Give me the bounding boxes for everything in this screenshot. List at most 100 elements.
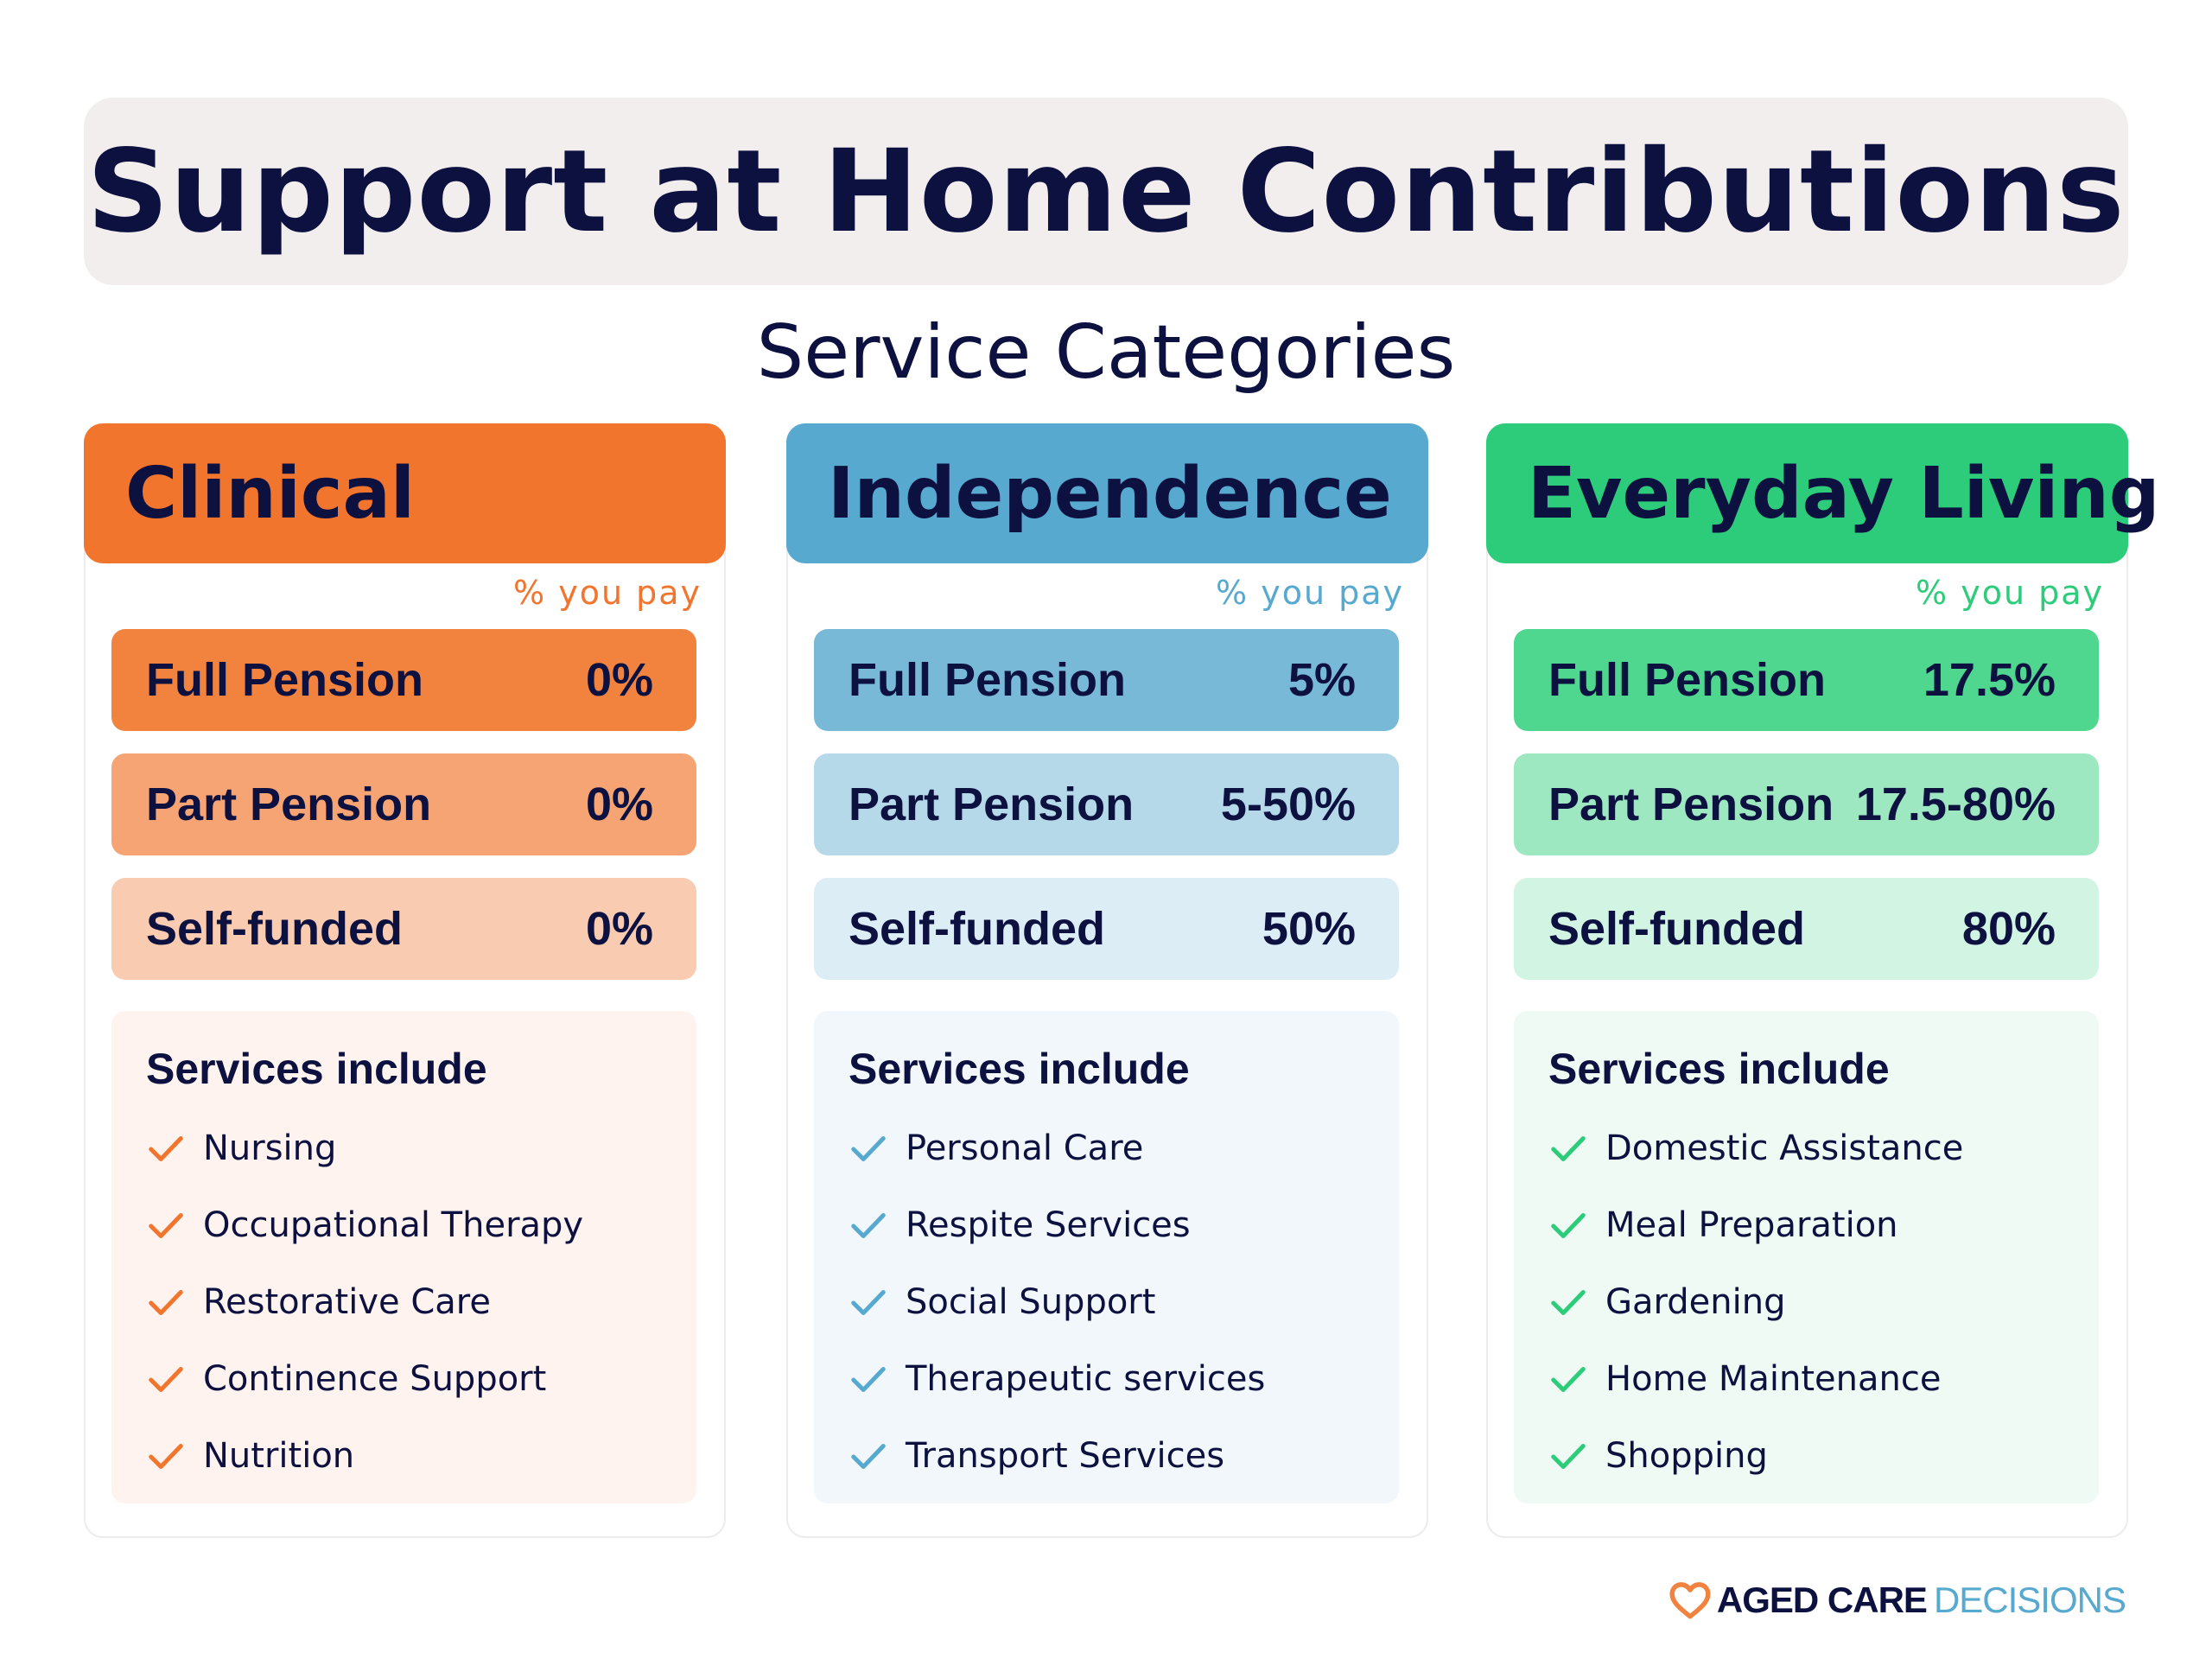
service-label: Shopping: [1605, 1435, 1768, 1476]
list-item: Respite Services: [849, 1186, 1364, 1263]
list-item: Meal Preparation: [1548, 1186, 2064, 1263]
page-subtitle: Service Categories: [756, 309, 1456, 396]
rate-row-self-funded: Self-funded 0%: [111, 878, 696, 980]
checkmark-icon: [149, 1289, 183, 1315]
rate-label: Part Pension: [849, 779, 1135, 830]
rate-label: Full Pension: [849, 654, 1127, 706]
checkmark-icon: [149, 1135, 183, 1161]
rate-value: 17.5-80%: [1855, 779, 2056, 830]
card-everyday-living: Everyday Living % you pay Full Pension 1…: [1486, 423, 2159, 1538]
checkmark-icon: [851, 1443, 886, 1469]
checkmark-icon: [851, 1289, 886, 1315]
service-label: Personal Care: [906, 1128, 1144, 1168]
checkmark-icon: [149, 1443, 183, 1469]
checkmark-icon: [1551, 1135, 1586, 1161]
card-independence: Independence % you pay Full Pension 5% P…: [786, 423, 1428, 1538]
list-item: Occupational Therapy: [146, 1186, 662, 1263]
list-item: Nursing: [146, 1109, 662, 1186]
card-title: Clinical: [125, 452, 415, 535]
rate-row-part-pension: Part Pension 5-50%: [814, 753, 1399, 855]
card-title: Everyday Living: [1528, 452, 2160, 535]
pay-label: % you pay: [1216, 574, 1404, 612]
service-label: Domestic Assistance: [1605, 1128, 1964, 1168]
list-item: Continence Support: [146, 1340, 662, 1417]
rate-row-full-pension: Full Pension 0%: [111, 629, 696, 731]
list-item: Nutrition: [146, 1417, 662, 1494]
service-label: Meal Preparation: [1605, 1205, 1898, 1245]
checkmark-icon: [851, 1366, 886, 1392]
brand-logo: AGED CARE DECISIONS: [1669, 1574, 2126, 1626]
card-header: Everyday Living: [1486, 423, 2159, 563]
service-label: Social Support: [906, 1281, 1156, 1322]
rate-label: Full Pension: [1548, 654, 1827, 706]
services-heading: Services include: [849, 1045, 1190, 1093]
rate-row-full-pension: Full Pension 17.5%: [1514, 629, 2099, 731]
checkmark-icon: [851, 1212, 886, 1238]
list-item: Therapeutic services: [849, 1340, 1364, 1417]
checkmark-icon: [1551, 1443, 1586, 1469]
list-item: Gardening: [1548, 1263, 2064, 1340]
service-label: Respite Services: [906, 1205, 1191, 1245]
checkmark-icon: [149, 1212, 183, 1238]
service-label: Nursing: [203, 1128, 337, 1168]
rate-value: 5-50%: [1220, 779, 1356, 830]
rate-value: 80%: [1961, 903, 2056, 955]
rate-value: 0%: [585, 654, 653, 706]
rate-row-self-funded: Self-funded 80%: [1514, 878, 2099, 980]
rate-label: Self-funded: [1548, 903, 1805, 955]
service-label: Transport Services: [906, 1435, 1225, 1476]
services-heading: Services include: [1548, 1045, 1890, 1093]
services-heading: Services include: [146, 1045, 487, 1093]
list-item: Social Support: [849, 1263, 1364, 1340]
rate-row-part-pension: Part Pension 17.5-80%: [1514, 753, 2099, 855]
rate-label: Self-funded: [849, 903, 1105, 955]
list-item: Restorative Care: [146, 1263, 662, 1340]
card-header: Clinical: [84, 423, 726, 563]
rate-label: Part Pension: [1548, 779, 1834, 830]
service-label: Home Maintenance: [1605, 1358, 1942, 1399]
service-label: Occupational Therapy: [203, 1205, 584, 1245]
heart-icon: [1669, 1582, 1711, 1619]
rate-row-full-pension: Full Pension 5%: [814, 629, 1399, 731]
rate-label: Self-funded: [146, 903, 403, 955]
pay-label: % you pay: [513, 574, 702, 612]
rate-value: 0%: [585, 779, 653, 830]
checkmark-icon: [851, 1135, 886, 1161]
checkmark-icon: [149, 1366, 183, 1392]
list-item: Home Maintenance: [1548, 1340, 2064, 1417]
logo-word-primary: AGED CARE: [1716, 1580, 1928, 1620]
list-item: Domestic Assistance: [1548, 1109, 2064, 1186]
rate-value: 17.5%: [1923, 654, 2056, 706]
service-label: Continence Support: [203, 1358, 547, 1399]
services-panel: Services include Nursing Occupational Th…: [111, 1011, 696, 1503]
services-list: Domestic Assistance Meal Preparation Gar…: [1548, 1109, 2064, 1494]
rate-label: Part Pension: [146, 779, 432, 830]
checkmark-icon: [1551, 1289, 1586, 1315]
rate-row-part-pension: Part Pension 0%: [111, 753, 696, 855]
services-panel: Services include Domestic Assistance Mea…: [1514, 1011, 2099, 1503]
checkmark-icon: [1551, 1366, 1586, 1392]
page-title: Support at Home Contributions: [86, 124, 2126, 258]
card-title: Independence: [828, 452, 1392, 535]
list-item: Shopping: [1548, 1417, 2064, 1494]
service-label: Nutrition: [203, 1435, 355, 1476]
card-header: Independence: [786, 423, 1428, 563]
service-label: Restorative Care: [203, 1281, 491, 1322]
service-label: Therapeutic services: [906, 1358, 1266, 1399]
rate-value: 50%: [1262, 903, 1356, 955]
rate-value: 5%: [1287, 654, 1356, 706]
rate-label: Full Pension: [146, 654, 424, 706]
title-banner: Support at Home Contributions: [84, 98, 2128, 285]
list-item: Personal Care: [849, 1109, 1364, 1186]
rate-row-self-funded: Self-funded 50%: [814, 878, 1399, 980]
logo-word-secondary: DECISIONS: [1933, 1580, 2126, 1620]
card-clinical: Clinical % you pay Full Pension 0% Part …: [84, 423, 726, 1538]
checkmark-icon: [1551, 1212, 1586, 1238]
pay-label: % you pay: [1916, 574, 2104, 612]
services-list: Nursing Occupational Therapy Restorative…: [146, 1109, 662, 1494]
service-label: Gardening: [1605, 1281, 1786, 1322]
services-list: Personal Care Respite Services Social Su…: [849, 1109, 1364, 1494]
rate-value: 0%: [585, 903, 653, 955]
list-item: Transport Services: [849, 1417, 1364, 1494]
services-panel: Services include Personal Care Respite S…: [814, 1011, 1399, 1503]
